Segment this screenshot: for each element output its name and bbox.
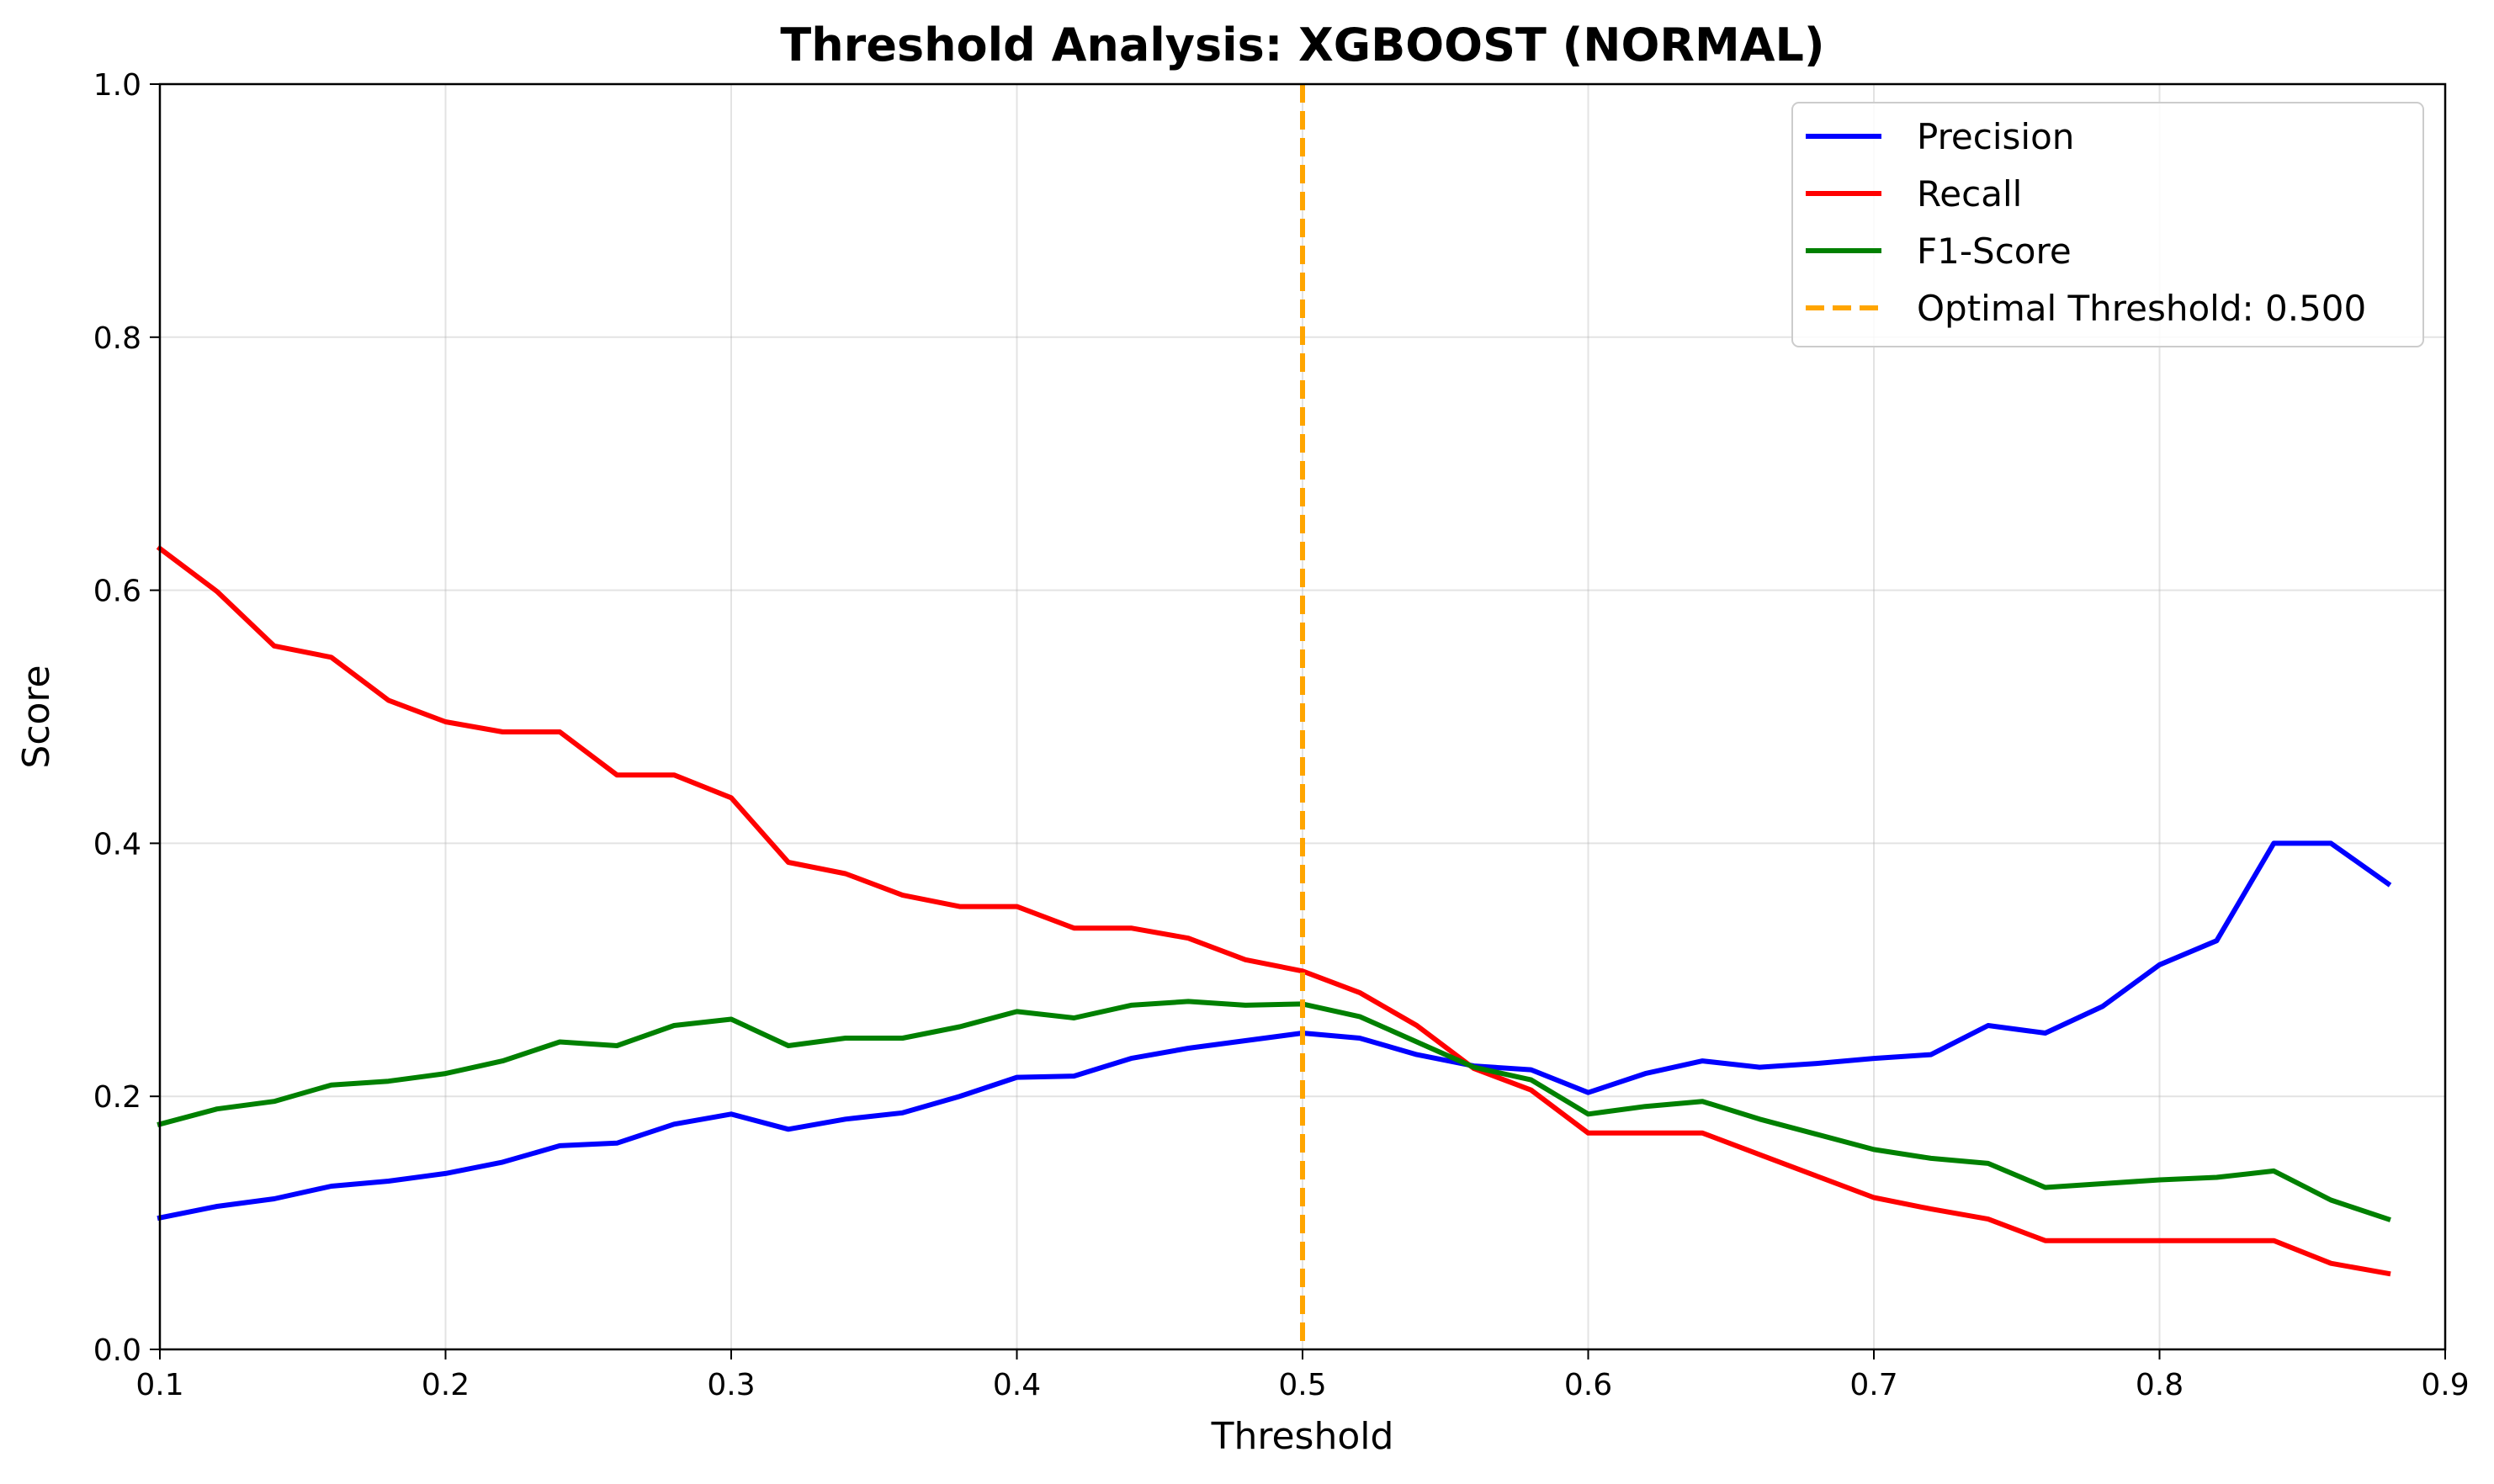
y-tick-label: 0.8: [93, 321, 141, 356]
series-line-f1-score: [157, 999, 2391, 1222]
y-tick-label: 0.0: [93, 1333, 141, 1368]
x-tick-label: 0.6: [1564, 1368, 1612, 1402]
legend-label: Precision: [1917, 116, 2074, 157]
ticks-layer: 0.1 0.2 0.3 0.4 0.5 0.6 0.7 0.8 0.9 0.0 0.2 0.4 0.6 0…: [93, 68, 2470, 1402]
x-tick-label: 0.5: [1278, 1368, 1326, 1402]
legend-label: F1-Score: [1917, 231, 2072, 272]
legend-label: Optimal Threshold: 0.500: [1917, 288, 2366, 329]
y-tick-label: 1.0: [93, 68, 141, 103]
x-tick-label: 0.8: [2136, 1368, 2184, 1402]
y-tick-label: 0.4: [93, 827, 141, 861]
series-line-recall: [156, 544, 2391, 1277]
legend-box: [1791, 102, 2424, 347]
x-axis-label: Threshold: [1211, 1415, 1394, 1458]
x-tick-label: 0.4: [993, 1368, 1041, 1402]
y-axis-label: Score: [15, 665, 58, 768]
x-tick-label: 0.1: [135, 1368, 183, 1402]
x-tick-label: 0.2: [422, 1368, 470, 1402]
legend: Precision Recall F1-Score Optimal Threshold…: [1791, 102, 2424, 347]
x-tick-label: 0.3: [707, 1368, 755, 1402]
y-tick-label: 0.2: [93, 1080, 141, 1115]
y-tick-label: 0.6: [93, 575, 141, 609]
series-line-precision: [157, 840, 2392, 1222]
x-tick-label: 0.7: [1849, 1368, 1897, 1402]
legend-label: Recall: [1917, 173, 2022, 215]
lines-layer: [156, 84, 2392, 1349]
x-tick-label: 0.9: [2421, 1368, 2469, 1402]
chart-title: Threshold Analysis: XGBOOST (NORMAL): [780, 19, 1824, 72]
